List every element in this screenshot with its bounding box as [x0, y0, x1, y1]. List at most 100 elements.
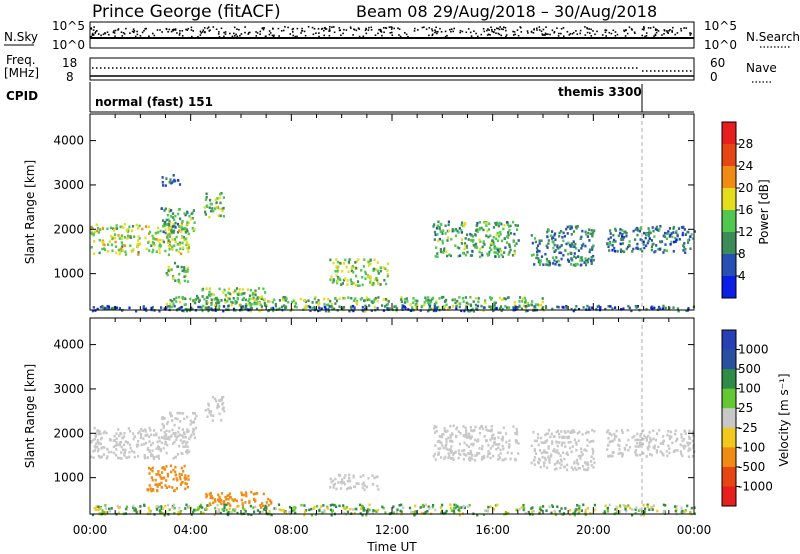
data-cell	[660, 240, 664, 243]
data-cell	[490, 425, 493, 428]
data-cell	[581, 433, 584, 436]
data-cell	[168, 508, 171, 512]
data-cell	[174, 179, 177, 183]
data-cell	[176, 222, 180, 226]
data-cell	[504, 297, 507, 301]
data-cell	[451, 305, 454, 308]
data-cell	[452, 452, 455, 455]
nsky-point	[491, 30, 493, 33]
data-cell	[625, 234, 628, 238]
data-cell	[146, 488, 149, 491]
data-cell	[129, 443, 132, 447]
data-cell	[489, 243, 493, 247]
data-cell	[442, 432, 445, 436]
data-cell	[520, 506, 523, 509]
nsky-point	[231, 35, 234, 38]
data-cell	[368, 508, 371, 512]
nsky-point	[562, 27, 565, 29]
nsky-label: N.Sky	[4, 30, 38, 44]
data-cell	[303, 306, 306, 309]
data-cell	[453, 298, 456, 301]
nsky-point	[435, 30, 437, 33]
data-cell	[172, 212, 175, 215]
nsky-point	[604, 31, 607, 34]
data-cell	[400, 298, 403, 301]
data-cell	[158, 309, 161, 313]
data-cell	[433, 425, 436, 428]
data-cell	[434, 255, 437, 258]
data-cell	[570, 251, 573, 255]
data-cell	[270, 500, 273, 504]
data-cell	[627, 245, 630, 249]
data-cell	[509, 248, 512, 252]
data-cell	[96, 439, 100, 442]
nsky-point	[256, 32, 259, 34]
data-cell	[181, 241, 184, 245]
data-cell	[184, 436, 187, 439]
nsky-point	[653, 35, 655, 37]
data-cell	[532, 307, 535, 311]
data-cell	[577, 509, 580, 512]
data-cell	[649, 436, 652, 440]
data-cell	[506, 451, 509, 454]
data-cell	[661, 307, 664, 311]
data-cell	[649, 440, 652, 443]
nsky-point	[444, 30, 447, 33]
data-cell	[493, 436, 496, 440]
nsky-point	[218, 31, 220, 33]
data-cell	[198, 507, 201, 510]
nsky-point	[428, 27, 431, 29]
nsky-point	[541, 34, 544, 36]
data-cell	[635, 306, 638, 309]
data-cell	[648, 232, 651, 236]
data-cell	[332, 278, 335, 281]
nsky-point	[449, 28, 451, 31]
data-cell	[113, 228, 116, 232]
data-cell	[493, 301, 496, 305]
nsky-point	[654, 34, 657, 37]
data-cell	[683, 447, 686, 450]
data-cell	[693, 512, 696, 516]
data-cell	[133, 455, 136, 459]
data-cell	[577, 307, 581, 311]
data-cell	[558, 251, 561, 254]
nsky-point	[353, 28, 355, 30]
data-cell	[187, 243, 190, 247]
data-cell	[249, 504, 252, 508]
data-cell	[213, 304, 217, 307]
data-cell	[541, 455, 544, 459]
data-cell	[454, 227, 457, 231]
data-cell	[460, 506, 463, 509]
data-cell	[590, 229, 593, 232]
data-cell	[217, 301, 220, 305]
data-cell	[171, 245, 174, 249]
data-cell	[442, 446, 445, 450]
data-cell	[524, 301, 527, 304]
data-cell	[242, 493, 245, 497]
data-cell	[492, 236, 495, 239]
data-cell	[440, 511, 443, 515]
data-cell	[443, 457, 446, 460]
data-cell	[347, 486, 350, 490]
data-cell	[97, 505, 100, 509]
data-cell	[652, 504, 655, 508]
data-cell	[171, 216, 174, 219]
data-cell	[439, 506, 442, 509]
data-cell	[652, 242, 655, 246]
data-cell	[689, 235, 692, 238]
data-cell	[174, 470, 177, 474]
data-cell	[157, 454, 160, 458]
colorbar-segment	[722, 388, 736, 409]
data-cell	[205, 196, 208, 199]
data-cell	[183, 266, 186, 269]
data-cell	[175, 300, 178, 303]
data-cell	[545, 263, 548, 266]
data-cell	[165, 465, 168, 468]
data-cell	[563, 457, 566, 461]
data-cell	[453, 508, 456, 511]
data-cell	[486, 252, 489, 256]
data-cell	[471, 235, 474, 238]
data-cell	[352, 304, 355, 308]
data-cell	[199, 505, 202, 508]
